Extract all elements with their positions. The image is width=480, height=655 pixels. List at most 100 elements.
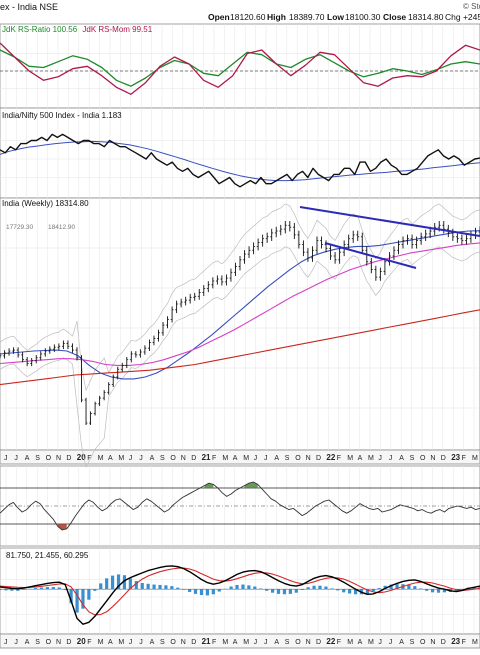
x-tick-label: J — [129, 639, 133, 646]
macd-hist-bar — [301, 589, 304, 590]
x-tick-label: J — [14, 639, 18, 646]
macd-hist-bar — [330, 588, 333, 589]
ratio-panel — [0, 108, 480, 198]
x-tick-label: D — [441, 639, 446, 646]
macd-hist-bar — [271, 589, 274, 593]
x-tick-label: D — [441, 455, 446, 462]
low-label: Low — [327, 12, 344, 22]
macd-hist-bar — [259, 588, 262, 589]
x-tick-label: M — [347, 455, 353, 462]
x-tick-label: O — [420, 639, 426, 646]
x-tick-label: 21 — [202, 453, 211, 462]
x-tick-label: J — [264, 639, 268, 646]
rs-mom-label: JdK RS-Mom 99.51 — [82, 25, 152, 34]
x-tick-label: A — [274, 639, 279, 646]
macd-hist-bar — [176, 588, 179, 590]
x-tick-label: 22 — [326, 453, 335, 462]
x-tick-label: A — [274, 455, 279, 462]
macd-hist-bar — [247, 585, 250, 589]
macd-hist-bar — [324, 587, 327, 590]
open-label: Open — [208, 12, 230, 22]
macd-hist-bar — [99, 583, 102, 589]
x-tick-label: J — [139, 639, 143, 646]
x-tick-label: A — [25, 639, 30, 646]
x-tick-label: J — [4, 455, 8, 462]
macd-hist-bar — [206, 589, 209, 595]
macd-hist-bar — [265, 589, 268, 591]
x-tick-label: D — [191, 455, 196, 462]
macd-hist-bar — [348, 589, 351, 593]
x-tick-label: S — [35, 455, 40, 462]
x-tick-label: F — [462, 639, 466, 646]
macd-hist-bar — [105, 578, 108, 589]
x-tick-label: 23 — [451, 637, 460, 646]
x-tick-label: A — [25, 455, 30, 462]
x-tick-label: N — [56, 639, 61, 646]
x-tick-label: F — [87, 639, 91, 646]
x-tick-label: O — [170, 455, 176, 462]
x-tick-label: D — [316, 455, 321, 462]
macd-hist-bar — [158, 585, 161, 589]
open-value: 18120.60 — [230, 12, 266, 22]
macd-hist-bar — [372, 589, 375, 591]
macd-hist-bar — [407, 585, 410, 589]
x-tick-label: O — [420, 455, 426, 462]
macd-hist-bar — [22, 589, 25, 590]
x-tick-label: A — [108, 455, 113, 462]
macd-hist-bar — [342, 589, 345, 592]
high-label: High — [267, 12, 286, 22]
band-upper-label: 18412.90 — [48, 224, 75, 231]
x-tick-label: A — [150, 639, 155, 646]
x-tick-label: N — [181, 639, 186, 646]
x-tick-label: O — [170, 639, 176, 646]
macd-hist-bar — [0, 589, 2, 590]
macd-hist-bar — [182, 589, 185, 590]
macd-hist-bar — [235, 585, 238, 589]
x-tick-label: M — [243, 455, 249, 462]
x-tick-label: M — [118, 455, 124, 462]
x-tick-label: D — [66, 455, 71, 462]
macd-hist-bar — [218, 589, 221, 591]
x-tick-label: M — [368, 455, 374, 462]
macd-hist-bar — [413, 586, 416, 589]
x-tick-label: A — [233, 639, 238, 646]
x-tick-label: O — [295, 639, 301, 646]
change-value: Chg +245. — [445, 12, 480, 22]
macd-hist-bar — [289, 589, 292, 594]
x-tick-label: J — [254, 455, 258, 462]
x-tick-label: F — [212, 455, 216, 462]
x-tick-label: 22 — [326, 637, 335, 646]
x-tick-label: A — [150, 455, 155, 462]
macd-hist-bar — [4, 589, 7, 590]
x-tick-label: 23 — [451, 453, 460, 462]
rs-ratio-label: JdK RS-Ratio 100.56 — [2, 25, 78, 34]
x-tick-label: J — [389, 455, 393, 462]
time-axis-bottom-frame — [0, 634, 480, 648]
x-tick-label: J — [264, 455, 268, 462]
x-tick-label: J — [139, 455, 143, 462]
x-tick-label: S — [160, 639, 165, 646]
macd-hist-bar — [152, 585, 155, 590]
x-tick-label: F — [462, 455, 466, 462]
macd-hist-bar — [212, 589, 215, 594]
macd-hist-bar — [170, 586, 173, 589]
rs-panel — [0, 24, 480, 108]
close-value: 18314.80 — [408, 12, 444, 22]
macd-hist-bar — [141, 583, 144, 589]
macd-hist-bar — [241, 585, 244, 590]
ratio-panel-title: India/Nifty 500 Index - India 1.183 — [2, 111, 122, 120]
x-tick-label: N — [56, 455, 61, 462]
x-tick-label: J — [4, 639, 8, 646]
high-value: 18389.70 — [289, 12, 325, 22]
x-tick-label: F — [212, 639, 216, 646]
macd-hist-bar — [318, 586, 321, 590]
x-tick-label: N — [430, 639, 435, 646]
macd-hist-bar — [10, 589, 13, 591]
x-tick-label: S — [35, 639, 40, 646]
macd-hist-bar — [46, 587, 49, 589]
macd-hist-bar — [277, 589, 280, 594]
x-tick-label: M — [243, 639, 249, 646]
